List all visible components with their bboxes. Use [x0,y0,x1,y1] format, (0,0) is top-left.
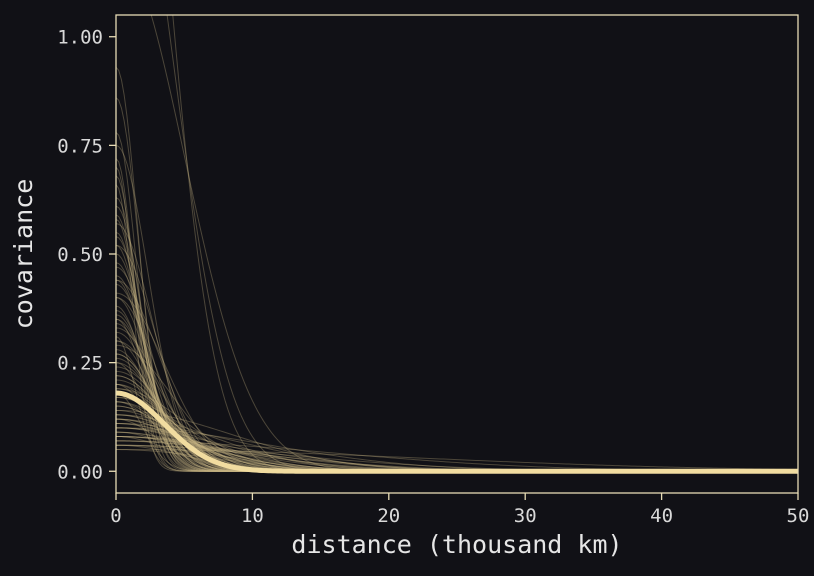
x-tick-label: 0 [110,505,121,527]
x-axis-title: distance (thousand km) [291,530,622,559]
y-tick-label: 0.25 [57,353,103,375]
y-tick-label: 1.00 [57,27,103,49]
x-axis: 0 10 20 30 40 50 [110,493,809,527]
mean-curve-layer [116,390,798,474]
x-tick-label: 40 [650,505,673,527]
y-tick-label: 0.00 [57,461,103,483]
sample-curve [116,449,798,470]
y-tick-label: 0.50 [57,244,103,266]
y-axis: 0.00 0.25 0.50 0.75 1.00 [57,27,116,483]
x-tick-label: 10 [241,505,264,527]
mean-curve [116,390,798,474]
y-axis-title: covariance [9,179,38,330]
x-tick-label: 30 [514,505,537,527]
x-tick-label: 20 [377,505,400,527]
y-tick-label: 0.75 [57,135,103,157]
x-tick-label: 50 [787,505,810,527]
